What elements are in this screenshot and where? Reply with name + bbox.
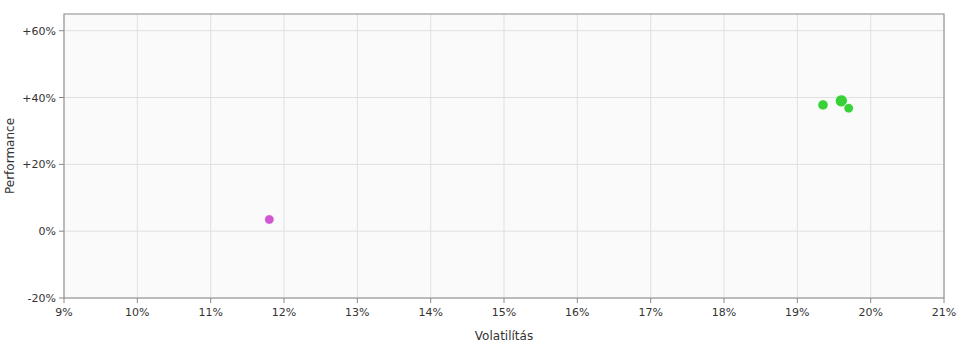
x-grid-line [210, 14, 211, 298]
x-grid-line [504, 14, 505, 298]
x-tick [357, 298, 358, 303]
x-grid-line [650, 14, 651, 298]
point [265, 215, 275, 225]
x-grid-line [870, 14, 871, 298]
x-tick-label: 18% [712, 306, 736, 319]
x-grid-line [724, 14, 725, 298]
y-tick [59, 30, 64, 31]
x-tick [210, 298, 211, 303]
point [818, 100, 828, 110]
x-tick-label: 21% [932, 306, 956, 319]
x-tick-label: 15% [492, 306, 516, 319]
y-grid-line [64, 30, 944, 31]
y-tick [59, 231, 64, 232]
x-tick-label: 20% [858, 306, 882, 319]
x-tick [650, 298, 651, 303]
y-tick-label: 0% [39, 225, 56, 238]
chart-container: 9% 10% 11% 12% 13% 14% 15% 16% 17% 18% 19% 20% 21% -2… [0, 0, 966, 350]
grid [64, 14, 944, 298]
x-grid-line [430, 14, 431, 298]
x-grid-line [797, 14, 798, 298]
x-tick [504, 298, 505, 303]
x-grid-line [357, 14, 358, 298]
y-tick [59, 298, 64, 299]
x-tick [137, 298, 138, 303]
x-tick-label: 17% [638, 306, 662, 319]
point [844, 103, 854, 113]
points [265, 95, 854, 225]
x-tick-label: 14% [418, 306, 442, 319]
x-grid-line [577, 14, 578, 298]
y-tick-label: -20% [28, 292, 56, 305]
x-tick-label: 12% [272, 306, 296, 319]
x-tick [797, 298, 798, 303]
y-grid-line [64, 97, 944, 98]
x-tick [724, 298, 725, 303]
y-axis-label: Performance [3, 118, 17, 194]
x-grid-line [137, 14, 138, 298]
x-tick-label: 16% [565, 306, 589, 319]
y-tick-label: +40% [22, 92, 56, 105]
x-grid-line [284, 14, 285, 298]
chart: 9% 10% 11% 12% 13% 14% 15% 16% 17% 18% 19% 20% 21% -2… [0, 0, 966, 350]
x-tick [577, 298, 578, 303]
axes: 9% 10% 11% 12% 13% 14% 15% 16% 17% 18% 19% 20% 21% -2… [22, 14, 956, 319]
plot-background [64, 14, 944, 298]
x-tick [944, 298, 945, 303]
x-tick [64, 298, 65, 303]
x-tick-label: 9% [55, 306, 72, 319]
x-tick-label: 11% [198, 306, 222, 319]
y-grid-line [64, 164, 944, 165]
x-tick [284, 298, 285, 303]
y-tick-label: +60% [22, 25, 56, 38]
x-tick-label: 10% [125, 306, 149, 319]
x-tick-label: 19% [785, 306, 809, 319]
plot-frame [64, 14, 944, 298]
x-tick [430, 298, 431, 303]
x-tick-label: 13% [345, 306, 369, 319]
x-tick [870, 298, 871, 303]
y-grid-line [64, 231, 944, 232]
x-axis-label: Volatilítás [475, 329, 533, 343]
y-tick [59, 164, 64, 165]
y-tick-label: +20% [22, 158, 56, 171]
y-tick [59, 97, 64, 98]
